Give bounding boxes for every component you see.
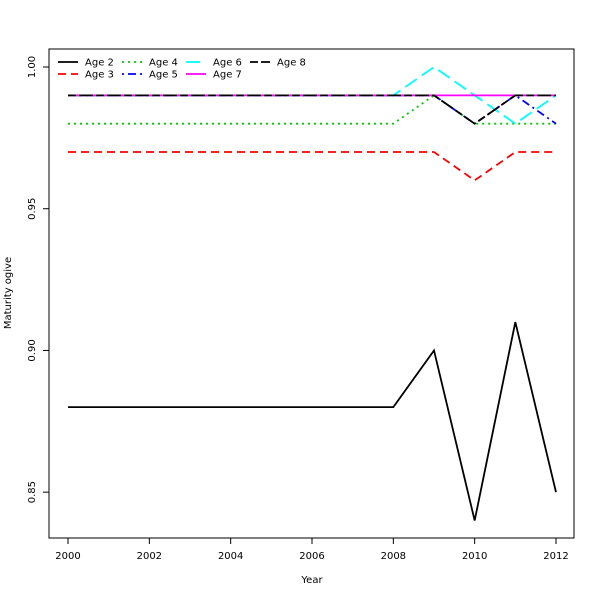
x-axis: 2000 2002 2004 2006 2008 2010 2012: [55, 537, 569, 562]
series-line-age-8: [68, 94, 556, 125]
y-axis: 0.85 0.90 0.95 1.00: [27, 56, 50, 503]
x-tick-label: 2002: [137, 551, 162, 562]
legend-label: Age 6: [213, 58, 242, 69]
legend-label: Age 5: [149, 70, 178, 81]
y-tick-label: 0.95: [27, 198, 38, 220]
x-tick-label: 2008: [381, 551, 406, 562]
y-tick-label: 0.85: [27, 481, 38, 503]
series-line-age-5: [68, 94, 557, 125]
series-line-age-2: [68, 321, 557, 521]
legend-label: Age 4: [149, 58, 178, 69]
x-tick-label: 2000: [55, 551, 80, 562]
x-tick-label: 2010: [462, 551, 487, 562]
legend-label: Age 7: [213, 70, 242, 81]
x-tick-label: 2012: [543, 551, 568, 562]
series-line-age-3: [68, 151, 556, 182]
legend-label: Age 8: [277, 58, 306, 69]
series-line-age-4: [68, 94, 556, 125]
x-tick-label: 2004: [218, 551, 243, 562]
y-tick-label: 1.00: [27, 56, 38, 78]
y-axis-title: Maturity ogive: [3, 257, 14, 329]
y-tick-label: 0.90: [27, 339, 38, 361]
series-layer: [68, 65, 557, 521]
x-axis-title: Year: [300, 575, 323, 586]
x-tick-label: 2006: [299, 551, 324, 562]
legend-label: Age 3: [85, 70, 114, 81]
legend-label: Age 2: [85, 58, 114, 69]
plot-frame: [48, 48, 575, 539]
